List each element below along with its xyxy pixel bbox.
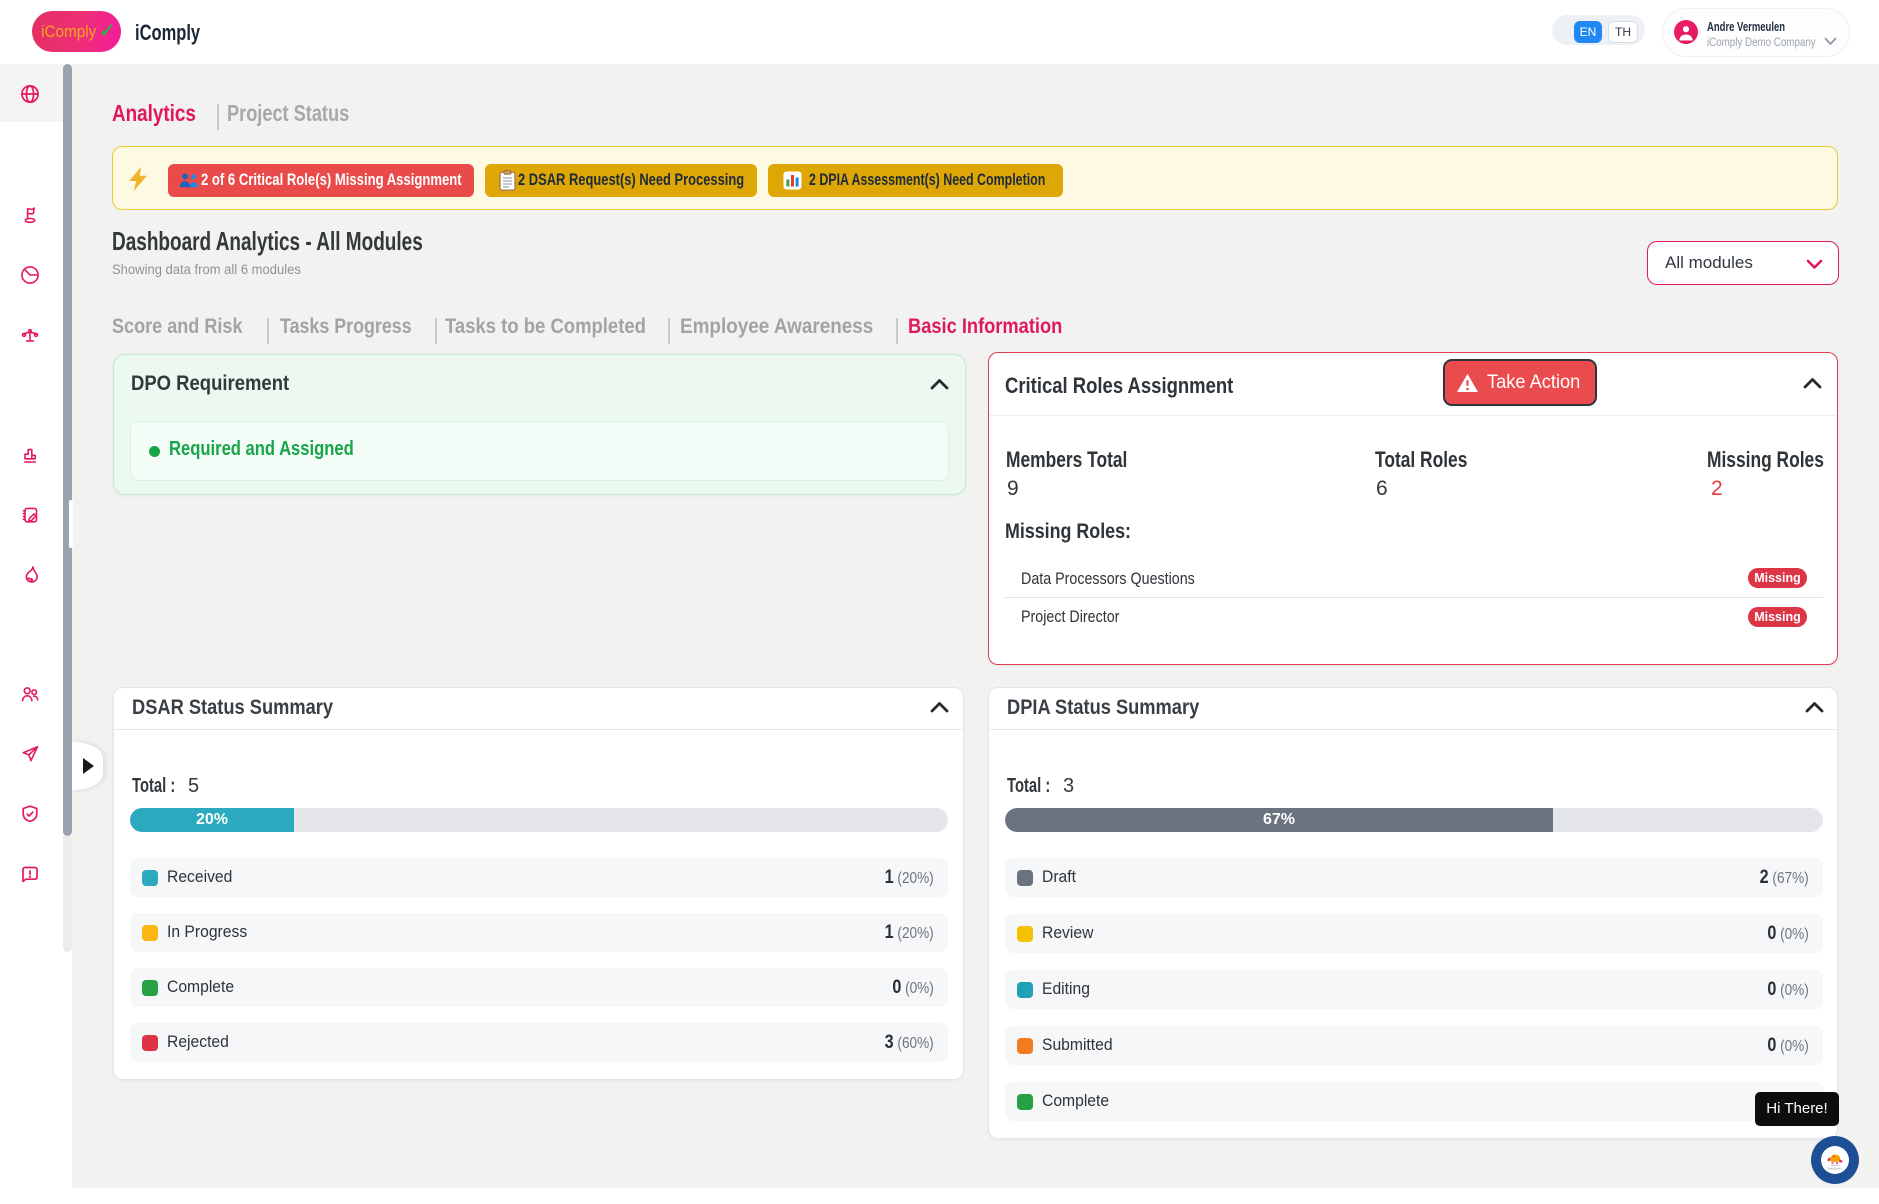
svg-text:ParlaComPL: ParlaComPL	[1828, 1167, 1843, 1171]
